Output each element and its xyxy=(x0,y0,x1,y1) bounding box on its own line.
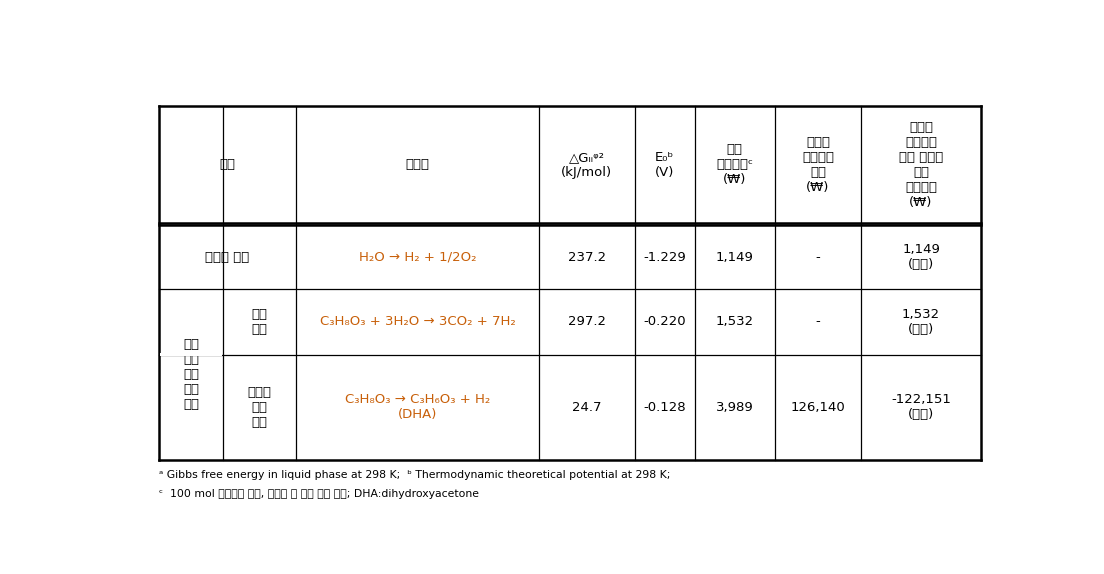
Text: 24.7: 24.7 xyxy=(572,401,602,414)
Text: 3,989: 3,989 xyxy=(715,401,754,414)
Text: 선택적
부분
산화: 선택적 부분 산화 xyxy=(247,386,272,429)
Text: 수소
생산비용ᶜ
(₩): 수소 생산비용ᶜ (₩) xyxy=(716,144,753,186)
Text: ᵃ Gibbs free energy in liquid phase at 298 K;  ᵇ Thermodynamic theoretical poten: ᵃ Gibbs free energy in liquid phase at 2… xyxy=(159,470,671,480)
Text: C₃H₈O₃ + 3H₂O → 3CO₂ + 7H₂: C₃H₈O₃ + 3H₂O → 3CO₂ + 7H₂ xyxy=(319,315,516,328)
Text: 126,140: 126,140 xyxy=(790,401,846,414)
Text: 글리
세를
전기
분해
반응: 글리 세를 전기 분해 반응 xyxy=(183,338,199,411)
Text: -: - xyxy=(816,251,820,263)
Text: 1,532
(비용): 1,532 (비용) xyxy=(902,308,941,336)
Text: 완전
산화: 완전 산화 xyxy=(252,308,267,336)
Text: ᶜ  100 mol 수소생산 기준, 반응물 및 전력 비용 반영; DHA:dihydroxyacetone: ᶜ 100 mol 수소생산 기준, 반응물 및 전력 비용 반영; DHA:d… xyxy=(159,489,479,499)
Text: 237.2: 237.2 xyxy=(567,251,606,263)
Text: -1.229: -1.229 xyxy=(644,251,687,263)
Text: 고부가
화학물질
수익 반영한
전체
생산비용
(₩): 고부가 화학물질 수익 반영한 전체 생산비용 (₩) xyxy=(899,121,943,209)
Text: -0.128: -0.128 xyxy=(644,401,686,414)
Text: 1,149
(비용): 1,149 (비용) xyxy=(902,243,940,271)
Text: -122,151
(수익): -122,151 (수익) xyxy=(891,393,951,421)
Text: C₃H₈O₃ → C₃H₆O₃ + H₂
(DHA): C₃H₈O₃ → C₃H₆O₃ + H₂ (DHA) xyxy=(344,393,490,421)
Text: H₂O → H₂ + 1/2O₂: H₂O → H₂ + 1/2O₂ xyxy=(359,251,476,263)
Bar xyxy=(160,353,222,356)
Text: -: - xyxy=(816,315,820,328)
Text: -0.220: -0.220 xyxy=(644,315,686,328)
Text: △Gₗᵢᵠ²
(kJ/mol): △Gₗᵢᵠ² (kJ/mol) xyxy=(561,151,613,179)
Text: 1,149: 1,149 xyxy=(715,251,754,263)
Text: 구분: 구분 xyxy=(220,158,235,171)
Text: 고부가
화학물질
수익
(₩): 고부가 화학물질 수익 (₩) xyxy=(802,136,834,194)
Text: 1,532: 1,532 xyxy=(715,315,754,328)
Text: 수전해 반응: 수전해 반응 xyxy=(205,251,250,263)
Text: 반응식: 반응식 xyxy=(405,158,429,171)
Text: 297.2: 297.2 xyxy=(567,315,606,328)
Text: E₀ᵇ
(V): E₀ᵇ (V) xyxy=(655,151,675,179)
